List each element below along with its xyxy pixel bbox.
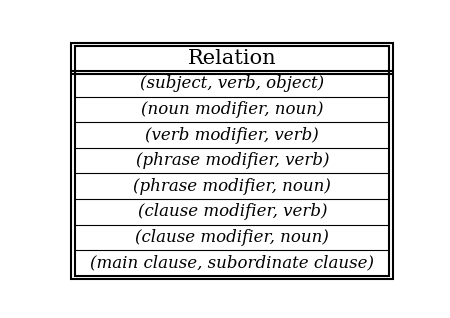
Text: Relation: Relation [188, 49, 277, 68]
Text: (verb modifier, verb): (verb modifier, verb) [145, 127, 319, 143]
Text: (noun modifier, noun): (noun modifier, noun) [141, 101, 324, 118]
Text: (phrase modifier, verb): (phrase modifier, verb) [135, 152, 329, 169]
Text: (clause modifier, verb): (clause modifier, verb) [138, 203, 327, 220]
Text: (phrase modifier, noun): (phrase modifier, noun) [134, 178, 331, 195]
Bar [76, 45, 389, 276]
Text: (main clause, subordinate clause): (main clause, subordinate clause) [90, 254, 374, 271]
Text: (subject, verb, object): (subject, verb, object) [140, 75, 324, 92]
Text: (clause modifier, noun): (clause modifier, noun) [135, 229, 329, 246]
